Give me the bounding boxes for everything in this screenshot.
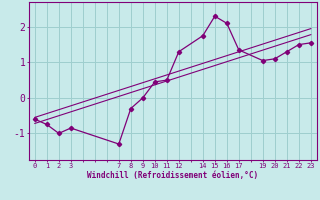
X-axis label: Windchill (Refroidissement éolien,°C): Windchill (Refroidissement éolien,°C) [87, 171, 258, 180]
